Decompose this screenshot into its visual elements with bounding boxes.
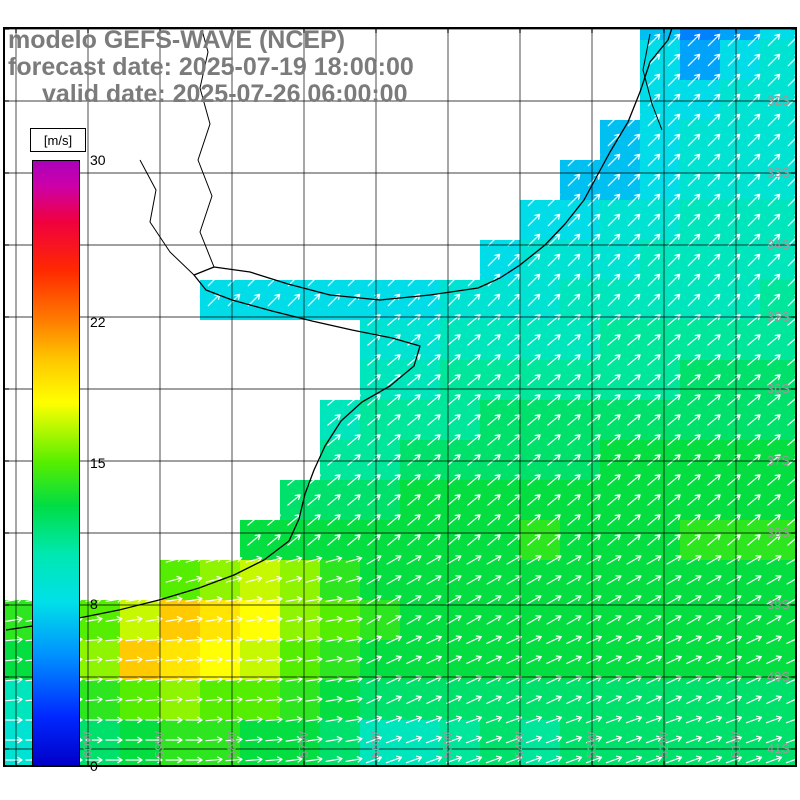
lon-tick-label: 59W [152,731,167,758]
coastline [5,28,673,631]
colorbar-tick-label: 8 [90,596,98,613]
lat-tick-label: 33S [767,165,790,180]
latitude-labels: 32S 33S 34S 35S 36S 37S 38S 39S 40S 41S [767,93,790,756]
wind-direction-arrows [5,33,796,764]
plot-border [3,27,797,767]
river-line [197,29,215,268]
colorbar-tick-label: 30 [90,152,106,168]
river-line [139,159,195,276]
colorbar-unit-label: [m/s] [30,128,86,152]
lon-tick-label: 51W [728,731,743,758]
lon-tick-label: 54W [512,731,527,758]
colorbar-gradient [32,160,80,766]
colorbar: [m/s] 30 22 15 8 0 [30,128,140,788]
lon-tick-label: 58W [224,731,239,758]
lat-tick-label: 36S [767,381,790,396]
lon-tick-label: 55W [440,731,455,758]
lat-tick-label: 41S [767,741,790,756]
figure-titles: modelo GEFS-WAVE (NCEP) forecast date: 2… [8,27,414,108]
lat-tick-label: 39S [767,597,790,612]
lat-tick-label: 40S [767,669,790,684]
lat-tick-label: 34S [767,237,790,252]
coastline-path [5,28,673,631]
lon-tick-label: 56W [368,731,383,758]
lat-tick-label: 32S [767,93,790,108]
axis-ticks [4,28,796,766]
colorbar-tick-label: 22 [90,313,106,330]
lon-tick-label: 53W [584,731,599,758]
lon-tick-label: 52W [656,731,671,758]
colorbar-tick-label: 0 [90,758,98,774]
colorbar-tick-label: 15 [90,455,106,471]
forecast-date-label: forecast date: 2025-07-19 18:00:00 [8,53,414,81]
lat-tick-label: 37S [767,453,790,468]
lat-tick-label: 38S [767,525,790,540]
lon-tick-label: 57W [296,731,311,758]
valid-date-label: valid date: 2025-07-26 06:00:00 [42,80,408,108]
river-line [642,33,663,131]
longitude-labels: 60W 59W 58W 57W 56W 55W 54W 53W 52W 51W [80,731,743,758]
model-title: modelo GEFS-WAVE (NCEP) [8,26,346,54]
lon-tick-label: 60W [80,731,95,758]
lat-tick-label: 35S [767,309,790,324]
